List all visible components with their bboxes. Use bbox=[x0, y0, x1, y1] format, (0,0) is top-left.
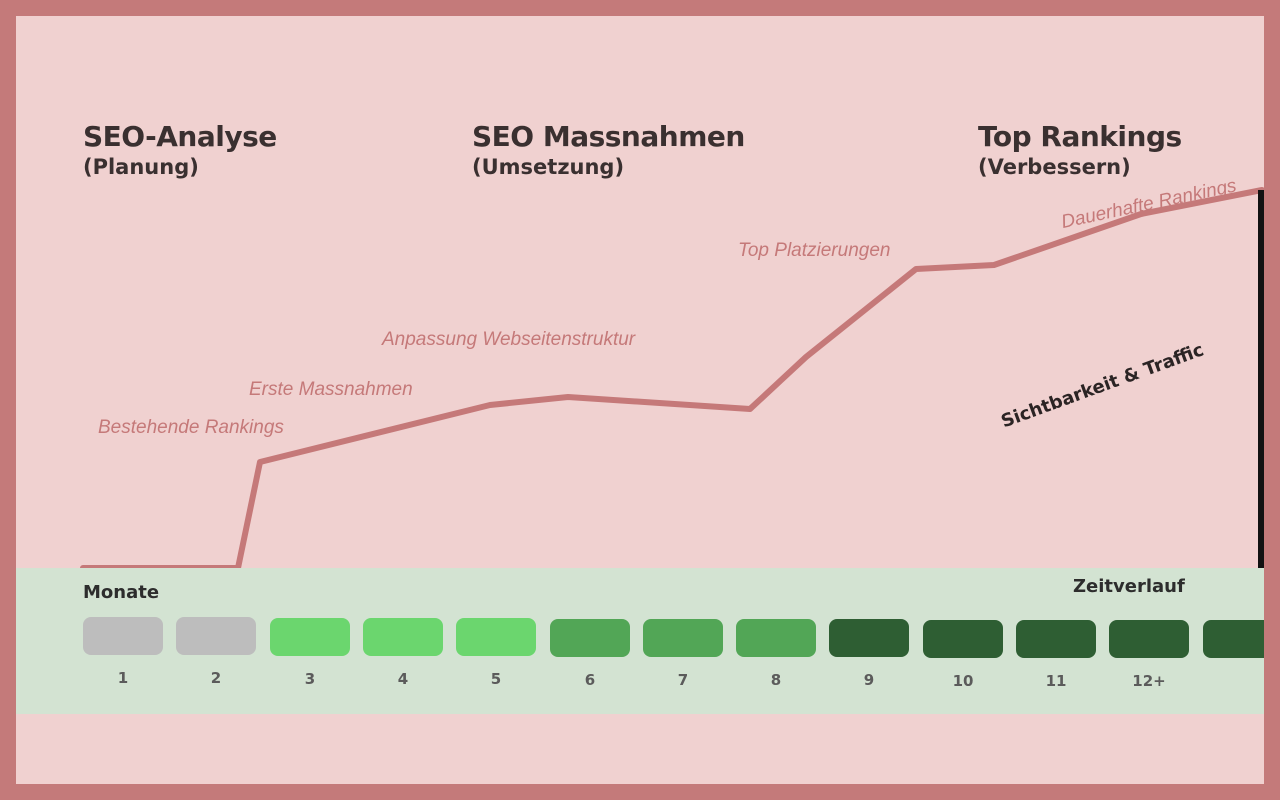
month-number: 4 bbox=[397, 669, 409, 688]
month-block bbox=[1016, 620, 1096, 658]
timeline: Monate Zeitverlauf 1 2 3 4 5 6 7 8 9 10 11 12+ bbox=[16, 568, 1264, 714]
phase-title: Top Rankings bbox=[978, 120, 1182, 153]
month-number: 1 bbox=[117, 669, 129, 687]
milestone-first-measures: Erste Massnahmen bbox=[249, 379, 413, 400]
month-item: 1 bbox=[83, 617, 163, 687]
phase-analysis: SEO-Analyse (Planung) bbox=[83, 120, 277, 179]
month-block bbox=[829, 619, 909, 658]
month-number: 3 bbox=[304, 669, 316, 688]
month-number: 2 bbox=[210, 669, 222, 688]
milestone-existing-rankings: Bestehende Rankings bbox=[98, 417, 284, 438]
month-block bbox=[923, 619, 1003, 658]
phase-subtitle: (Umsetzung) bbox=[472, 155, 625, 179]
phase-subtitle: (Planung) bbox=[83, 155, 199, 179]
month-block bbox=[83, 617, 163, 655]
milestone-top-placements: Top Platzierungen bbox=[738, 240, 891, 261]
month-item: 9 bbox=[829, 619, 909, 689]
growth-curve bbox=[80, 187, 1264, 571]
month-block bbox=[1203, 620, 1264, 659]
phase-rankings: Top Rankings (Verbessern) bbox=[978, 120, 1182, 179]
timeline-label-months: Monate bbox=[83, 582, 160, 603]
phase-subtitle: (Verbessern) bbox=[978, 155, 1131, 179]
month-block bbox=[1109, 620, 1189, 659]
growth-line bbox=[80, 187, 1264, 571]
month-item: 3 bbox=[270, 617, 350, 688]
month-item: 4 bbox=[363, 617, 443, 688]
month-block bbox=[736, 619, 816, 658]
month-item: 10 bbox=[923, 619, 1003, 690]
month-number: 7 bbox=[677, 670, 689, 689]
month-item: 7 bbox=[643, 618, 723, 689]
month-number: 8 bbox=[770, 671, 782, 690]
month-number: 6 bbox=[584, 670, 596, 689]
month-item: 5 bbox=[456, 618, 536, 688]
month-block bbox=[550, 618, 630, 657]
month-item bbox=[1203, 620, 1264, 672]
timeline-label-time: Zeitverlauf bbox=[1073, 576, 1185, 597]
month-number: 5 bbox=[490, 670, 502, 689]
month-item: 11 bbox=[1016, 620, 1096, 690]
phase-title: SEO Massnahmen bbox=[472, 120, 745, 153]
month-number: 11 bbox=[1045, 672, 1067, 690]
month-block bbox=[643, 618, 723, 657]
y-axis-bar bbox=[1258, 190, 1264, 568]
month-block bbox=[270, 617, 350, 656]
month-block bbox=[176, 617, 256, 656]
roadmap-diagram: SEO-Analyse (Planung) SEO Massnahmen (Um… bbox=[16, 16, 1264, 784]
month-number: 9 bbox=[863, 671, 875, 690]
month-number: 10 bbox=[952, 671, 974, 690]
month-block bbox=[363, 617, 443, 656]
milestone-structure: Anpassung Webseitenstruktur bbox=[382, 329, 636, 350]
month-item: 12+ bbox=[1109, 620, 1189, 690]
phase-title: SEO-Analyse bbox=[83, 120, 277, 153]
phase-measures: SEO Massnahmen (Umsetzung) bbox=[472, 120, 745, 179]
month-number: 12+ bbox=[1132, 672, 1166, 691]
month-block bbox=[456, 618, 536, 657]
month-item: 6 bbox=[550, 618, 630, 689]
month-item: 8 bbox=[736, 619, 816, 689]
month-item: 2 bbox=[176, 617, 256, 687]
